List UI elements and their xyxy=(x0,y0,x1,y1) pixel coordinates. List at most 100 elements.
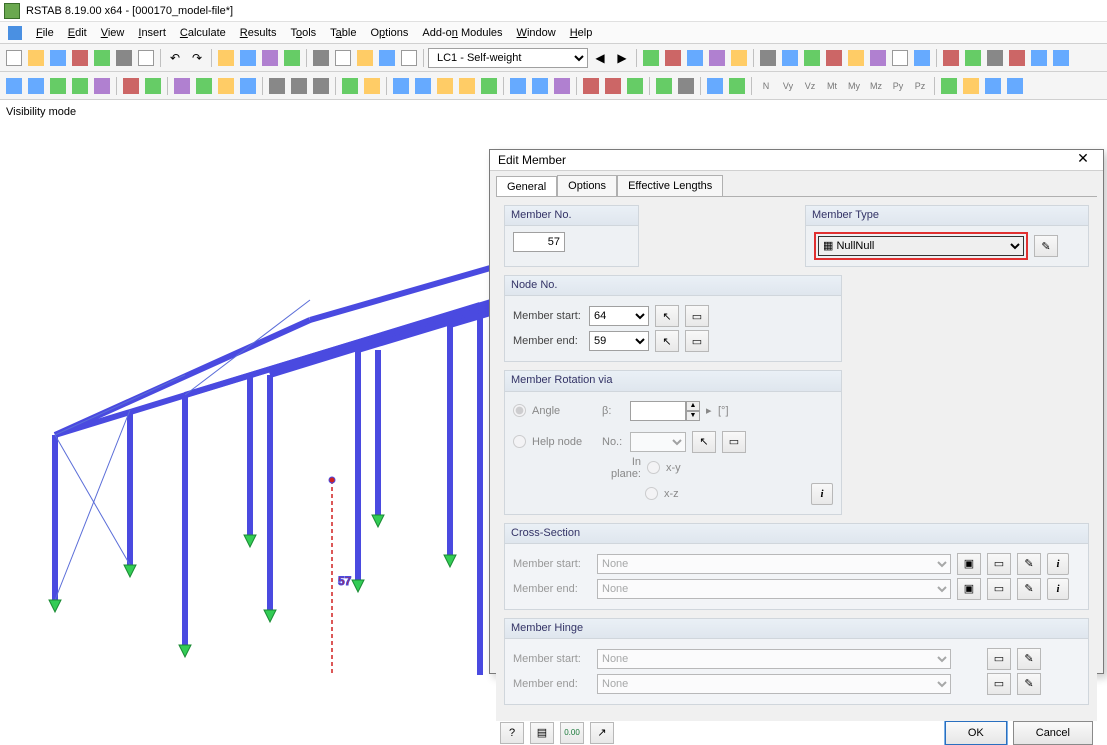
menu-window[interactable]: Window xyxy=(511,25,562,41)
tc-15[interactable] xyxy=(340,76,360,96)
tc-29[interactable] xyxy=(676,76,696,96)
tb-c5[interactable] xyxy=(1029,48,1049,68)
tb-undo[interactable]: ↶ xyxy=(165,48,185,68)
tb-c4[interactable] xyxy=(1007,48,1027,68)
tb-x12[interactable] xyxy=(399,48,419,68)
hinge-start-select[interactable]: None xyxy=(597,649,951,669)
tc-py[interactable]: Py xyxy=(888,76,908,96)
tb-x11[interactable] xyxy=(377,48,397,68)
tc-e4[interactable] xyxy=(1005,76,1025,96)
cs-end-lib-button[interactable]: ▣ xyxy=(957,578,981,600)
pin-icon[interactable] xyxy=(8,26,22,40)
tc-5[interactable] xyxy=(92,76,112,96)
ok-button[interactable]: OK xyxy=(945,721,1007,745)
menu-options[interactable]: Options xyxy=(364,25,414,41)
menu-table[interactable]: Table xyxy=(324,25,362,41)
cs-start-edit-button[interactable]: ✎ xyxy=(1017,553,1041,575)
hinge-end-select[interactable]: None xyxy=(597,674,951,694)
tc-2[interactable] xyxy=(26,76,46,96)
helpnode-select[interactable] xyxy=(630,432,686,452)
menu-tools[interactable]: Tools xyxy=(284,25,322,41)
tc-18[interactable] xyxy=(413,76,433,96)
menu-addons[interactable]: Add-on Modules xyxy=(416,25,508,41)
tb-b6[interactable] xyxy=(868,48,888,68)
tb-x6[interactable] xyxy=(260,48,280,68)
tc-3[interactable] xyxy=(48,76,68,96)
tb-open[interactable] xyxy=(26,48,46,68)
tc-4[interactable] xyxy=(70,76,90,96)
tb-b3[interactable] xyxy=(802,48,822,68)
radio-xz[interactable] xyxy=(645,487,658,500)
tab-options[interactable]: Options xyxy=(557,175,617,196)
tc-12[interactable] xyxy=(267,76,287,96)
tc-30[interactable] xyxy=(705,76,725,96)
radio-angle[interactable] xyxy=(513,404,526,417)
tc-mz[interactable]: Mz xyxy=(866,76,886,96)
tb-next[interactable]: ▶ xyxy=(612,48,632,68)
tb-x3[interactable] xyxy=(136,48,156,68)
cs-end-info-button[interactable]: i xyxy=(1047,578,1069,600)
tb-c2[interactable] xyxy=(963,48,983,68)
tb-b1[interactable] xyxy=(758,48,778,68)
menu-insert[interactable]: Insert xyxy=(132,25,172,41)
tb-a4[interactable] xyxy=(707,48,727,68)
cs-start-select[interactable]: None xyxy=(597,554,951,574)
tb-x8[interactable] xyxy=(311,48,331,68)
tc-6[interactable] xyxy=(121,76,141,96)
cs-start-lib-button[interactable]: ▣ xyxy=(957,553,981,575)
node-end-pick-button[interactable]: ↖ xyxy=(655,330,679,352)
radio-xy[interactable] xyxy=(647,461,660,474)
tc-17[interactable] xyxy=(391,76,411,96)
tc-19[interactable] xyxy=(435,76,455,96)
tc-vy[interactable]: Vy xyxy=(778,76,798,96)
tb-new[interactable] xyxy=(4,48,24,68)
tc-vz[interactable]: Vz xyxy=(800,76,820,96)
tb-b8[interactable] xyxy=(912,48,932,68)
tc-21[interactable] xyxy=(479,76,499,96)
tb-x1[interactable] xyxy=(70,48,90,68)
member-no-input[interactable] xyxy=(513,232,565,252)
tc-31[interactable] xyxy=(727,76,747,96)
tc-16[interactable] xyxy=(362,76,382,96)
radio-helpnode[interactable] xyxy=(513,435,526,448)
tb-c6[interactable] xyxy=(1051,48,1071,68)
rotation-info-button[interactable]: i xyxy=(811,483,833,505)
tb-save[interactable] xyxy=(48,48,68,68)
node-end-new-button[interactable]: ▭ xyxy=(685,330,709,352)
tb-x7[interactable] xyxy=(282,48,302,68)
tc-13[interactable] xyxy=(289,76,309,96)
tb-x10[interactable] xyxy=(355,48,375,68)
menu-view[interactable]: View xyxy=(95,25,131,41)
tb-x4[interactable] xyxy=(216,48,236,68)
tc-mt[interactable]: Mt xyxy=(822,76,842,96)
tc-26[interactable] xyxy=(603,76,623,96)
tc-1[interactable] xyxy=(4,76,24,96)
tb-redo[interactable]: ↷ xyxy=(187,48,207,68)
tc-11[interactable] xyxy=(238,76,258,96)
footer-note-button[interactable]: ▤ xyxy=(530,722,554,744)
dialog-titlebar[interactable]: Edit Member ✕ xyxy=(490,150,1103,171)
cancel-button[interactable]: Cancel xyxy=(1013,721,1093,745)
tab-general[interactable]: General xyxy=(496,176,557,197)
tb-a1[interactable] xyxy=(641,48,661,68)
node-start-select[interactable]: 64 xyxy=(589,306,649,326)
tb-a5[interactable] xyxy=(729,48,749,68)
tc-my[interactable]: My xyxy=(844,76,864,96)
node-start-new-button[interactable]: ▭ xyxy=(685,305,709,327)
helpnode-pick-button[interactable]: ↖ xyxy=(692,431,716,453)
cs-end-select[interactable]: None xyxy=(597,579,951,599)
hinge-start-edit-button[interactable]: ✎ xyxy=(1017,648,1041,670)
tc-22[interactable] xyxy=(508,76,528,96)
tc-25[interactable] xyxy=(581,76,601,96)
tc-n[interactable]: N xyxy=(756,76,776,96)
hinge-end-edit-button[interactable]: ✎ xyxy=(1017,673,1041,695)
tb-c1[interactable] xyxy=(941,48,961,68)
tc-23[interactable] xyxy=(530,76,550,96)
member-type-edit-button[interactable]: ✎ xyxy=(1034,235,1058,257)
menu-results[interactable]: Results xyxy=(234,25,283,41)
helpnode-new-button[interactable]: ▭ xyxy=(722,431,746,453)
footer-pick-button[interactable]: ↗ xyxy=(590,722,614,744)
tb-print[interactable] xyxy=(114,48,134,68)
menu-file[interactable]: File xyxy=(30,25,60,41)
tc-28[interactable] xyxy=(654,76,674,96)
